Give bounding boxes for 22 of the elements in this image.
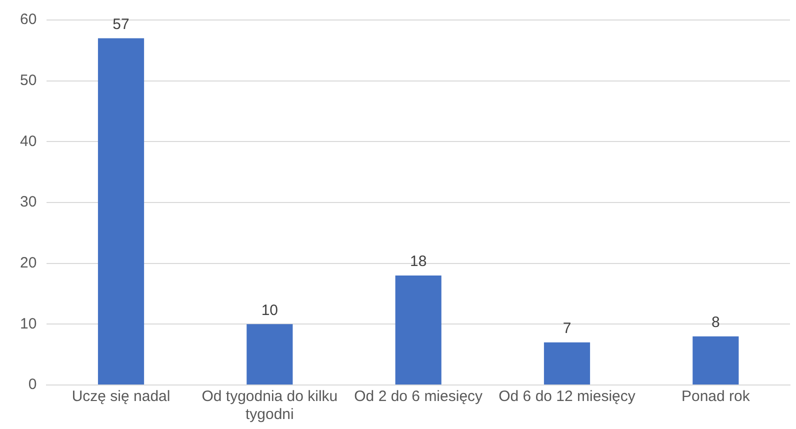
- y-tick-label: 50: [20, 72, 37, 89]
- bar: [246, 324, 293, 384]
- y-tick-label: 40: [20, 132, 37, 150]
- y-tick-label: 0: [28, 376, 37, 394]
- y-tick-label: 30: [20, 194, 37, 211]
- x-tick-label: Od tygodnia do kilku tygodni: [202, 388, 338, 424]
- y-tick-label: 20: [20, 254, 37, 272]
- y-tick-label: 60: [20, 11, 37, 28]
- x-tick-label: Od 6 do 12 miesięcy: [498, 388, 636, 406]
- x-tick-label: Ponad rok: [681, 388, 750, 406]
- data-label: 10: [261, 302, 278, 319]
- x-tick-label: Od 2 do 6 miesięcy: [354, 388, 484, 406]
- data-label: 18: [410, 253, 427, 270]
- bar: [98, 38, 144, 384]
- data-label: 8: [711, 314, 720, 331]
- data-label: 7: [562, 320, 572, 338]
- bar: [692, 336, 739, 384]
- bar: [395, 276, 442, 384]
- bar: [544, 342, 590, 384]
- x-tick-label: Uczę się nadal: [72, 388, 170, 406]
- data-label: 57: [112, 16, 130, 33]
- y-tick-label: 10: [20, 315, 37, 332]
